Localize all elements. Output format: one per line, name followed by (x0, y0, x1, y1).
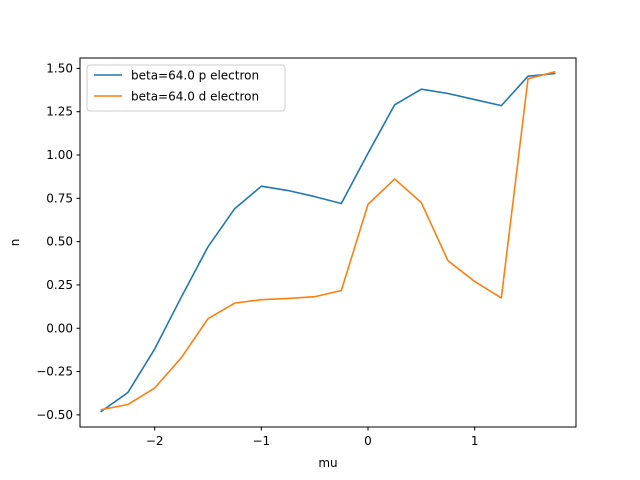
y-tick-label: −0.50 (36, 408, 73, 422)
legend: beta=64.0 p electron beta=64.0 d electron (86, 64, 286, 112)
y-tick-label: 0.75 (46, 191, 73, 205)
legend-label-1: beta=64.0 p electron (131, 69, 259, 83)
y-tick-label: 0.50 (46, 235, 73, 249)
y-tick-label: −0.25 (36, 365, 73, 379)
y-tick-label: 1.50 (46, 61, 73, 75)
plot-area (80, 58, 576, 427)
y-tick-label: 1.00 (46, 148, 73, 162)
x-tick-label: −2 (146, 434, 164, 448)
x-axis-label: mu (318, 456, 337, 470)
x-tick-label: 0 (364, 434, 372, 448)
series-layer (100, 70, 556, 413)
y-axis: −0.50 −0.25 0.00 0.25 0.50 0.75 1.00 1.25 1.50 (36, 61, 80, 422)
x-tick-label: 1 (471, 434, 479, 448)
plot-frame (79, 57, 577, 428)
y-tick-label: 1.25 (46, 105, 73, 119)
y-axis-label: n (8, 239, 22, 247)
x-axis: −2 −1 0 1 (146, 427, 479, 448)
y-tick-label: 0.00 (46, 321, 73, 335)
y-tick-label: 0.25 (46, 278, 73, 292)
legend-label-2: beta=64.0 d electron (131, 90, 259, 104)
x-tick-label: −1 (252, 434, 270, 448)
legend-box (86, 64, 286, 112)
series-line-1 (100, 72, 556, 413)
series-line-2 (100, 70, 556, 411)
